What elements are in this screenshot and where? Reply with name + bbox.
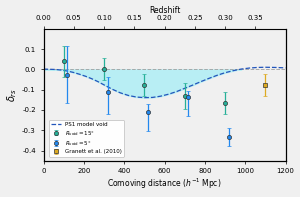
Legend: PS1 model void, $R_{\rm void}=15°$, $R_{\rm void}=5°$, Granett et al. (2010): PS1 model void, $R_{\rm void}=15°$, $R_{… bbox=[49, 120, 124, 157]
Y-axis label: $\delta_{rs}$: $\delta_{rs}$ bbox=[6, 88, 20, 102]
PS1 model void bbox=[84, 75, 88, 78]
PS1 model void bbox=[284, 67, 287, 69]
PS1 model void bbox=[126, 94, 130, 97]
PS1 model void bbox=[231, 70, 235, 72]
Line: PS1 model void: PS1 model void bbox=[44, 67, 286, 98]
PS1 model void bbox=[215, 74, 219, 77]
PS1 model void bbox=[118, 92, 122, 94]
PS1 model void bbox=[66, 70, 70, 72]
PS1 model void bbox=[263, 66, 267, 68]
PS1 model void bbox=[142, 97, 146, 99]
PS1 model void bbox=[191, 84, 194, 86]
PS1 model void bbox=[274, 66, 277, 69]
PS1 model void bbox=[42, 68, 45, 70]
PS1 model void bbox=[72, 71, 76, 74]
PS1 model void bbox=[134, 96, 138, 98]
PS1 model void bbox=[207, 77, 211, 80]
PS1 model void bbox=[223, 72, 227, 74]
PS1 model void bbox=[48, 68, 51, 71]
PS1 model void bbox=[183, 87, 187, 89]
PS1 model void bbox=[90, 78, 94, 80]
PS1 model void bbox=[256, 66, 259, 69]
PS1 model void bbox=[54, 68, 57, 71]
PS1 model void bbox=[102, 84, 106, 86]
PS1 model void bbox=[78, 73, 82, 75]
PS1 model void bbox=[248, 67, 251, 69]
PS1 model void bbox=[175, 90, 178, 93]
X-axis label: Redshift: Redshift bbox=[149, 6, 180, 15]
PS1 model void bbox=[167, 93, 170, 95]
X-axis label: Comoving distance ($h^{-1}$ Mpc): Comoving distance ($h^{-1}$ Mpc) bbox=[107, 177, 222, 191]
PS1 model void bbox=[199, 80, 202, 83]
PS1 model void bbox=[159, 95, 162, 97]
PS1 model void bbox=[151, 96, 154, 99]
PS1 model void bbox=[96, 80, 100, 83]
PS1 model void bbox=[60, 69, 64, 71]
PS1 model void bbox=[239, 68, 243, 70]
PS1 model void bbox=[110, 88, 114, 90]
